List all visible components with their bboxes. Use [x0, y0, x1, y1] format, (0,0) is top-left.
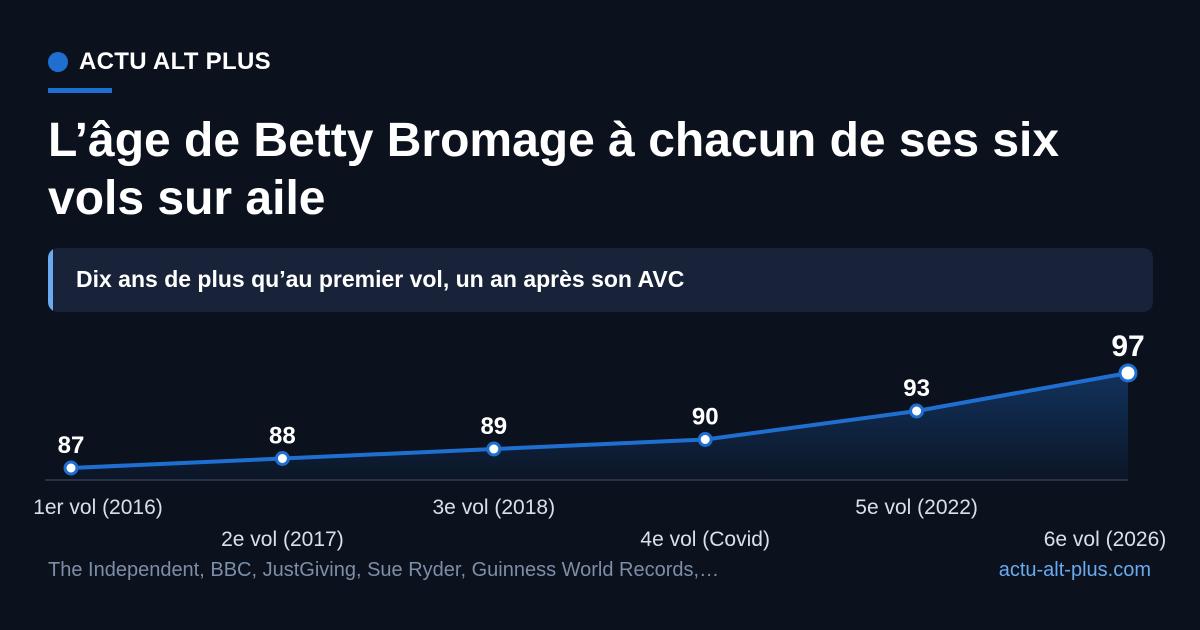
- subtitle: Dix ans de plus qu’au premier vol, un an…: [76, 266, 685, 292]
- category-label: 3e vol (2018): [433, 496, 556, 519]
- source-credit: The Independent, BBC, JustGiving, Sue Ry…: [48, 559, 720, 581]
- data-label: 97: [1111, 330, 1144, 363]
- data-label: 87: [58, 432, 85, 459]
- area-fill: [71, 373, 1128, 480]
- category-label: 2e vol (2017): [221, 528, 344, 551]
- brand-dot-icon: [48, 52, 68, 72]
- data-label: 90: [692, 404, 719, 431]
- data-point: [697, 432, 713, 447]
- data-point: [1118, 363, 1138, 383]
- data-label: 89: [480, 413, 507, 440]
- data-point: [909, 403, 925, 419]
- subtitle-box: Dix ans de plus qu’au premier vol, un an…: [48, 248, 1153, 312]
- brand-name: ACTU ALT PLUS: [79, 48, 271, 75]
- brand: ACTU ALT PLUS: [48, 48, 271, 76]
- site-link[interactable]: actu-alt-plus.com: [998, 559, 1151, 581]
- data-label: 93: [903, 375, 930, 402]
- series-line: [69, 371, 1130, 470]
- data-point: [63, 460, 79, 476]
- data-point: [486, 441, 502, 457]
- data-label: 88: [269, 423, 296, 450]
- category-label: 6e vol (2026): [1044, 528, 1167, 551]
- category-label: 1er vol (2016): [33, 496, 163, 519]
- category-label: 4e vol (Covid): [640, 528, 770, 551]
- subtitle-accent-bar: [48, 248, 53, 312]
- brand-underline: [48, 88, 112, 93]
- page-title: L’âge de Betty Bromage à chacun de ses s…: [48, 114, 1060, 225]
- data-point: [274, 451, 290, 466]
- category-label: 5e vol (2022): [855, 496, 978, 519]
